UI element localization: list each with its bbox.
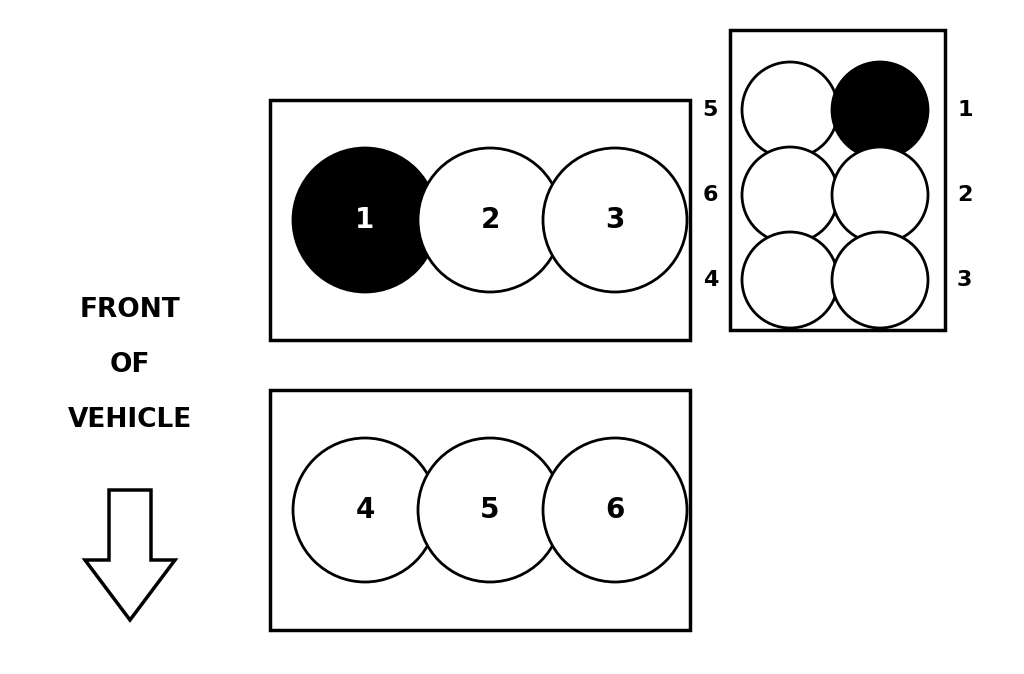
Text: 1: 1 <box>355 206 375 234</box>
Text: 1: 1 <box>957 100 973 120</box>
Text: 3: 3 <box>957 270 973 290</box>
Ellipse shape <box>418 148 562 292</box>
Bar <box>730 30 945 330</box>
Ellipse shape <box>418 438 562 582</box>
Text: OF: OF <box>110 352 151 378</box>
Text: 2: 2 <box>480 206 500 234</box>
Text: 4: 4 <box>702 270 718 290</box>
Text: 5: 5 <box>702 100 718 120</box>
Ellipse shape <box>831 232 928 328</box>
Bar <box>270 390 690 630</box>
Text: 2: 2 <box>957 185 973 205</box>
Ellipse shape <box>742 232 838 328</box>
Polygon shape <box>85 490 175 620</box>
Text: 3: 3 <box>605 206 625 234</box>
Ellipse shape <box>742 147 838 243</box>
Ellipse shape <box>543 148 687 292</box>
Ellipse shape <box>543 438 687 582</box>
Text: VEHICLE: VEHICLE <box>68 407 193 433</box>
Bar <box>270 100 690 340</box>
Text: 5: 5 <box>480 496 500 524</box>
Ellipse shape <box>293 148 437 292</box>
Ellipse shape <box>831 147 928 243</box>
Text: 6: 6 <box>702 185 718 205</box>
Ellipse shape <box>831 62 928 158</box>
Text: 4: 4 <box>355 496 375 524</box>
Ellipse shape <box>742 62 838 158</box>
Text: 6: 6 <box>605 496 625 524</box>
Ellipse shape <box>293 438 437 582</box>
Text: FRONT: FRONT <box>80 297 180 323</box>
